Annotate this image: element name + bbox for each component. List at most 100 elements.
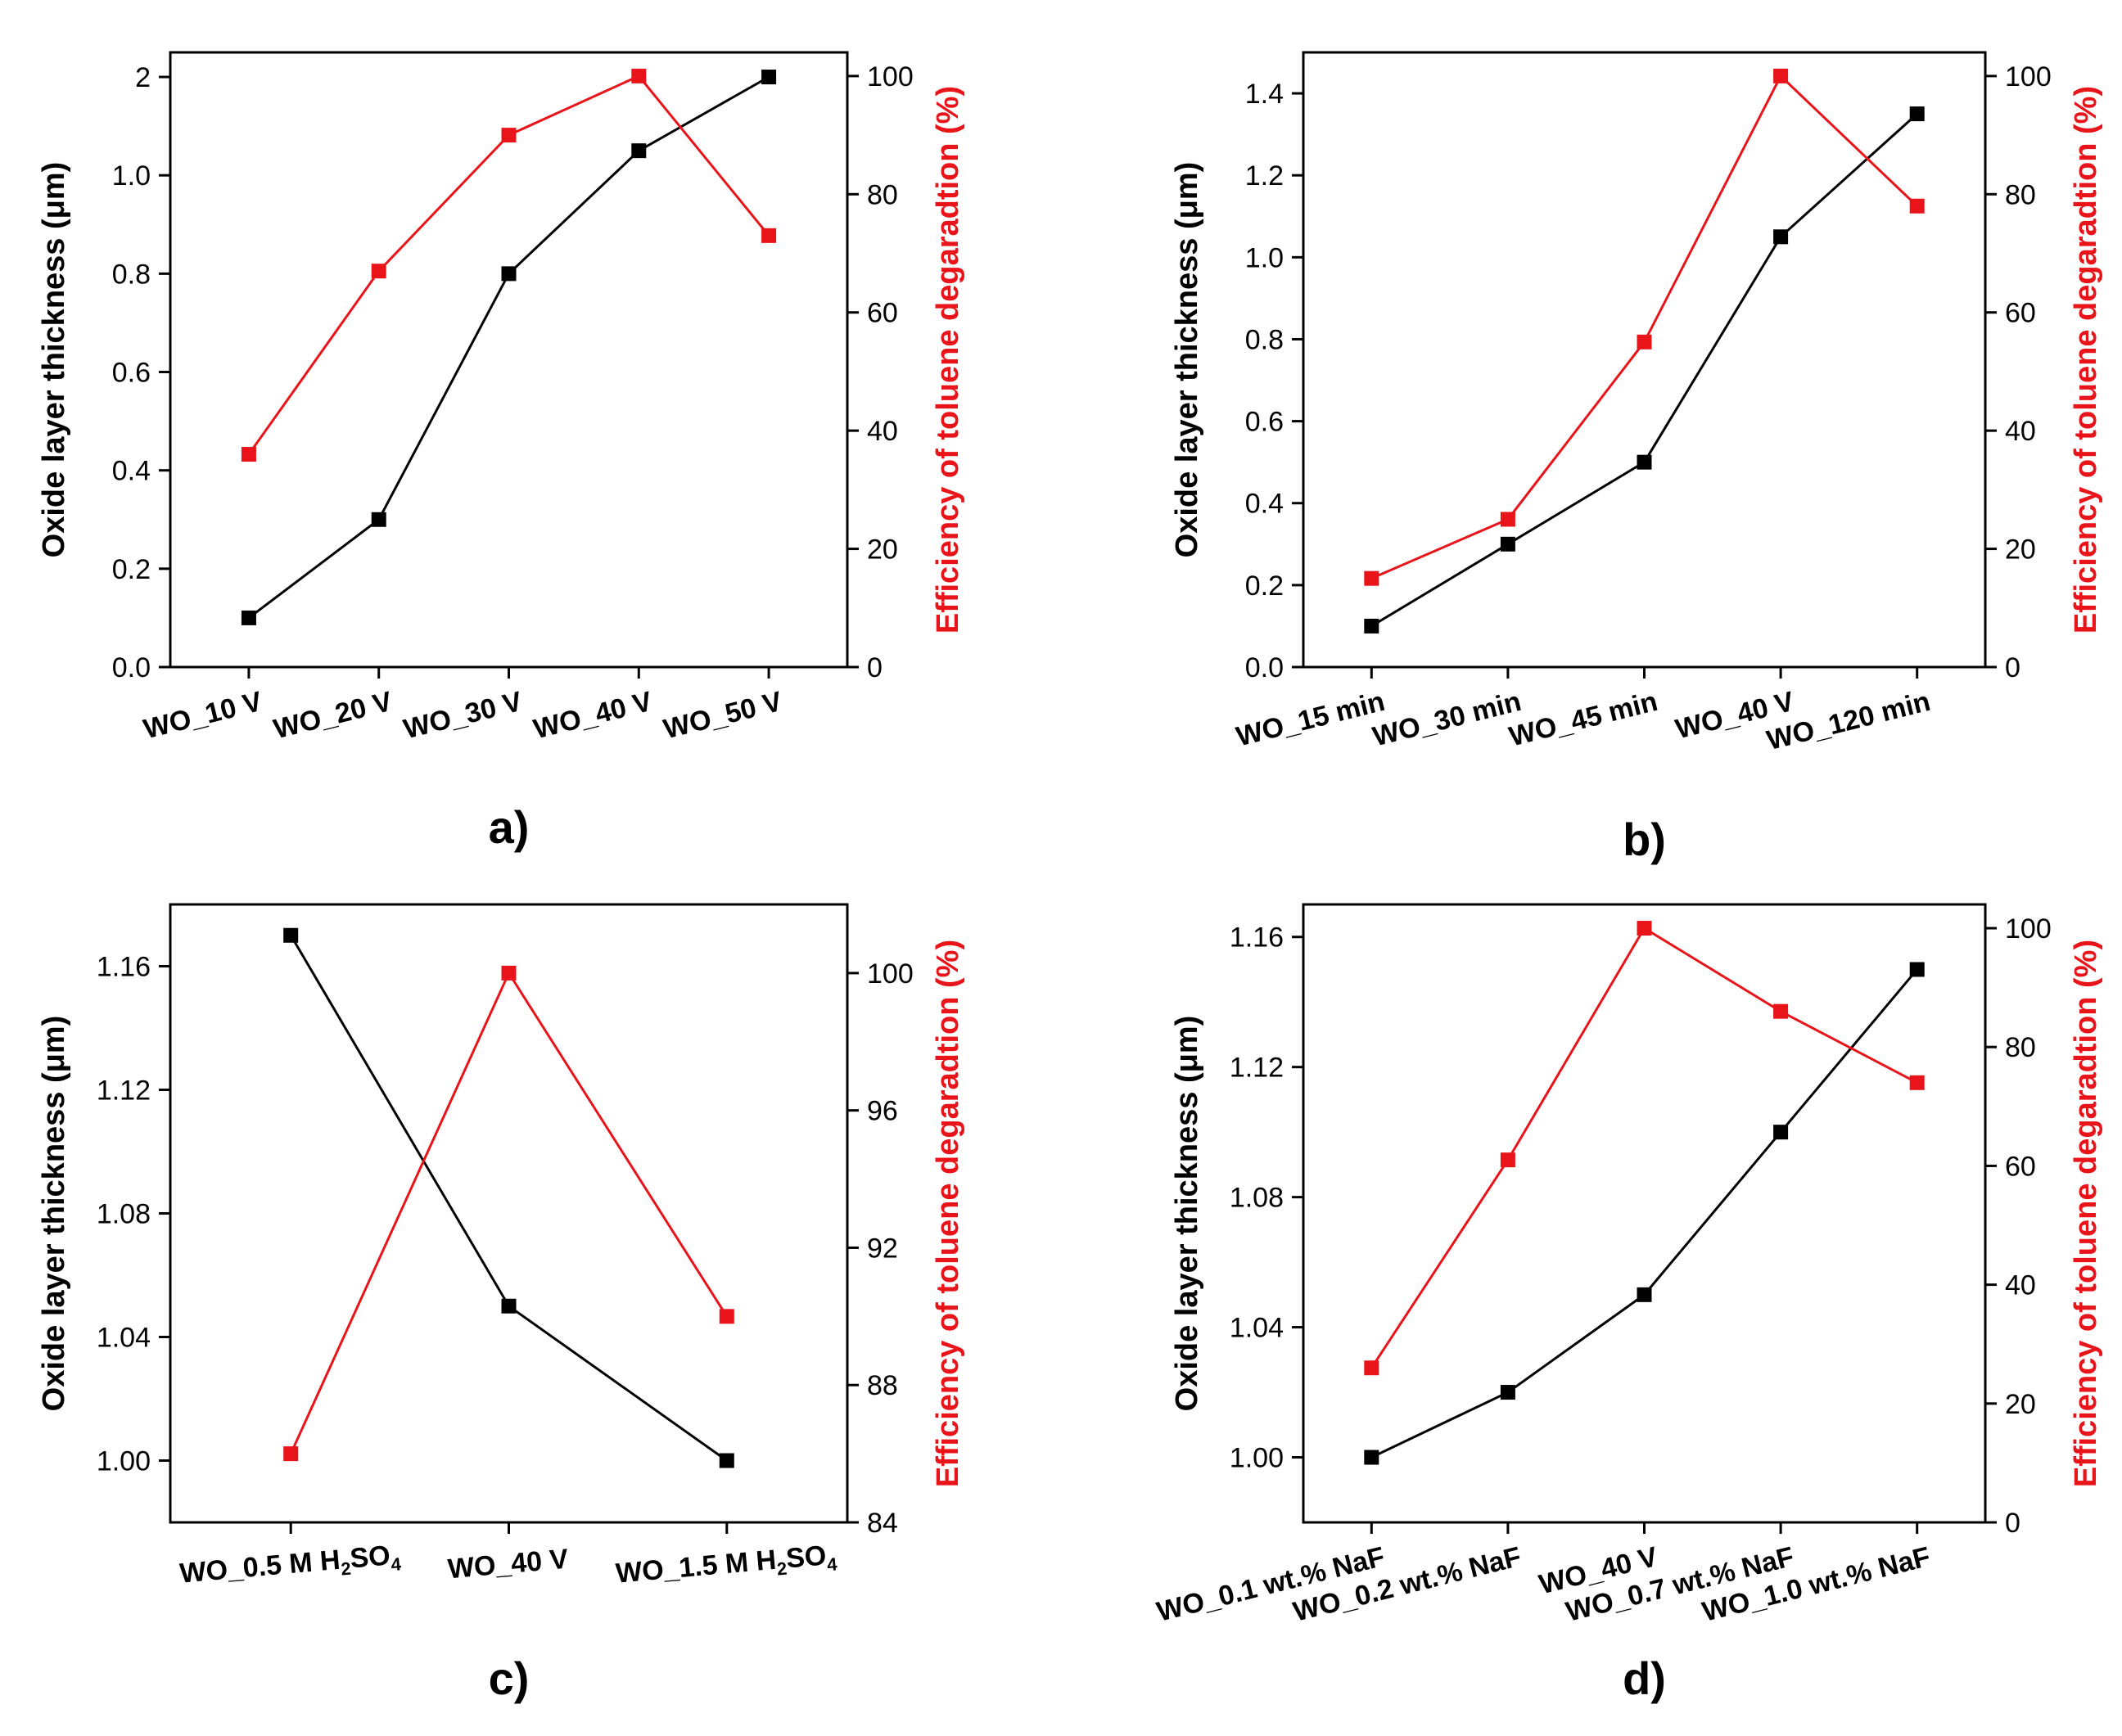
panel-c-ytick-left-label: 1.16 <box>97 952 151 983</box>
panel-c-ytick-right-label: 96 <box>867 1096 898 1127</box>
panel-a-ytick-left-label: 0.4 <box>112 456 151 487</box>
panel-a-ytick-right-label: 40 <box>867 416 898 447</box>
panel-b-ytick-right-label: 60 <box>2005 298 2036 329</box>
panel-b-ytick-right-label: 0 <box>2005 652 2020 683</box>
panel-c-ytick-right-label: 100 <box>867 958 914 990</box>
panel-d-series-efficiency-point <box>1364 1360 1379 1376</box>
panel-d-series-thickness-line <box>1370 968 1918 1459</box>
panel-b-xtick-label: WO_15 min <box>1233 686 1388 753</box>
panel-a-series-thickness-point <box>241 610 256 625</box>
panel-d-ytick-left-label: 1.08 <box>1230 1183 1284 1214</box>
panel-a-ytick-right-label: 0 <box>867 652 883 683</box>
panel-d-series-thickness-point <box>1773 1125 1789 1140</box>
panel-b-series-thickness-point <box>1909 106 1925 122</box>
panel-b-series-efficiency-point <box>1500 512 1515 527</box>
panel-a-ylabel-left: Oxide layer thickness (μm) <box>37 162 71 558</box>
panel-a-series-efficiency-point <box>501 128 517 143</box>
panel-a-ytick-right-label: 60 <box>867 298 898 329</box>
panel-c-ytick-left-label: 1.08 <box>97 1199 151 1230</box>
panel-d-ytick-right-label: 100 <box>2005 913 2052 945</box>
panel-a-ytick-left-label: 0.0 <box>112 652 151 683</box>
panel-d-ytick-left-label: 1.16 <box>1230 922 1284 954</box>
panel-b-series-thickness-point <box>1364 618 1379 634</box>
panel-b-ytick-right-label: 100 <box>2005 61 2052 92</box>
panel-a-series-thickness-point <box>501 266 517 282</box>
panel-a-xtick-label: WO_10 V <box>141 686 266 746</box>
panel-c-ylabel-left: Oxide layer thickness (μm) <box>37 1016 71 1412</box>
panel-c-ytick-left-label: 1.04 <box>97 1323 151 1354</box>
panel-b-ytick-left-label: 0.2 <box>1245 570 1284 602</box>
panel-a-xtick-label: WO_50 V <box>661 686 786 746</box>
panel-b-ytick-left-label: 1.4 <box>1245 79 1284 110</box>
panel-a-ytick-left-label: 0.8 <box>112 259 151 290</box>
panel-b-series-efficiency-point <box>1637 334 1652 349</box>
panel-c-ytick-right-label: 88 <box>867 1370 898 1401</box>
panel-d-ytick-left-label: 1.04 <box>1230 1313 1284 1344</box>
panel-c-ytick-right-label: 84 <box>867 1508 898 1539</box>
panel-a-series-efficiency-point <box>371 264 386 279</box>
panel-c-series-efficiency-point <box>501 965 517 981</box>
panel-b-ytick-right-label: 20 <box>2005 534 2036 566</box>
panel-a-series-thickness-point <box>761 70 777 85</box>
panel-b-series-efficiency-point <box>1364 570 1379 586</box>
panel-b-label: b) <box>1623 814 1666 865</box>
panel-d-ytick-right-label: 40 <box>2005 1270 2036 1301</box>
panel-b-series-thickness-line <box>1370 112 1918 628</box>
panel-c-xtick-label: WO_1.5 M H2​SO4​ <box>615 1539 839 1593</box>
panel-d-series-efficiency-point <box>1773 1003 1789 1019</box>
panel-d-ylabel-left: Oxide layer thickness (μm) <box>1170 1016 1204 1412</box>
panel-c-series-efficiency-point <box>719 1309 734 1324</box>
panel-a-ytick-left-label: 0.2 <box>112 554 151 585</box>
panel-b-ytick-right-label: 40 <box>2005 416 2036 447</box>
panel-d-label: d) <box>1623 1653 1666 1704</box>
panel-c-frame <box>169 903 849 1524</box>
panel-c-series-thickness-point <box>501 1298 517 1314</box>
panel-b-ytick-right-label: 80 <box>2005 179 2036 210</box>
panel-d-ytick-left-label: 1.12 <box>1230 1053 1284 1084</box>
panel-b-series-efficiency-point <box>1909 198 1925 214</box>
panel-a-series-thickness-point <box>371 512 386 527</box>
panel-b-ytick-left-label: 1.2 <box>1245 160 1284 192</box>
panel-a-series-thickness-point <box>631 143 647 159</box>
panel-d-series-efficiency-point <box>1909 1075 1925 1090</box>
panel-b-series-thickness-point <box>1500 536 1515 552</box>
panel-b-ytick-left-label: 0.8 <box>1245 324 1284 355</box>
panel-d-series-thickness-point <box>1909 962 1925 977</box>
panel-a-ytick-left-label: 0.6 <box>112 358 151 389</box>
panel-a-ytick-right-label: 20 <box>867 534 898 566</box>
panel-c-ylabel-right: Efficiency of toluene degaradtion (%) <box>931 940 965 1487</box>
panel-b-ylabel-left: Oxide layer thickness (μm) <box>1170 162 1204 558</box>
panel-d-ytick-right-label: 60 <box>2005 1151 2036 1182</box>
panel-b-series-efficiency-line <box>1370 74 1918 580</box>
panel-b-xtick-label: WO_30 min <box>1370 686 1524 753</box>
panel-a-series-efficiency-point <box>761 228 777 243</box>
panel-d-series-efficiency-point <box>1500 1152 1515 1168</box>
panel-a-frame <box>169 51 849 669</box>
panel-a-ytick-left-label: 1.0 <box>112 160 151 192</box>
panel-d-series-thickness-point <box>1637 1287 1652 1302</box>
panel-c-xtick-label: WO_0.5 M H2​SO4​ <box>178 1539 403 1593</box>
panel-a-label: a) <box>489 801 530 853</box>
panel-b-xtick-label: WO_45 min <box>1506 686 1661 753</box>
panel-a-ytick-left-label: 2 <box>135 62 151 93</box>
panel-a-series-efficiency-point <box>241 447 256 462</box>
panel-d-ytick-right-label: 20 <box>2005 1389 2036 1420</box>
panel-b-ytick-left-label: 0.0 <box>1245 652 1284 683</box>
panel-d-series-thickness-point <box>1500 1385 1515 1400</box>
panel-d-ytick-left-label: 1.00 <box>1230 1443 1284 1474</box>
panel-c: 1.00 1.04 1.08 1.12 1.16 84 88 92 96 100 WO_0.5 M … <box>37 903 965 1704</box>
panel-c-series-efficiency-point <box>283 1446 299 1462</box>
panel-b: 0.0 0.2 0.4 0.6 0.8 1.0 1.2 1.4 0 20 40 60 80 100 WO_1… <box>1170 51 2103 865</box>
panel-a-xtick-label: WO_30 V <box>400 686 526 746</box>
panel-d-series-efficiency-point <box>1637 921 1652 936</box>
panel-b-ylabel-right: Efficiency of toluene degaradtion (%) <box>2069 86 2103 634</box>
panel-c-xtick-label: WO_40 V <box>446 1544 569 1585</box>
panel-c-series-thickness-point <box>719 1453 734 1468</box>
panel-c-series-thickness-point <box>283 927 299 943</box>
panel-d-frame <box>1302 903 1987 1524</box>
panel-d-ytick-right-label: 0 <box>2005 1508 2020 1539</box>
panel-c-series-thickness-line <box>289 934 728 1462</box>
panel-a-series-efficiency-point <box>631 68 647 83</box>
panel-a-ytick-right-label: 80 <box>867 179 898 210</box>
